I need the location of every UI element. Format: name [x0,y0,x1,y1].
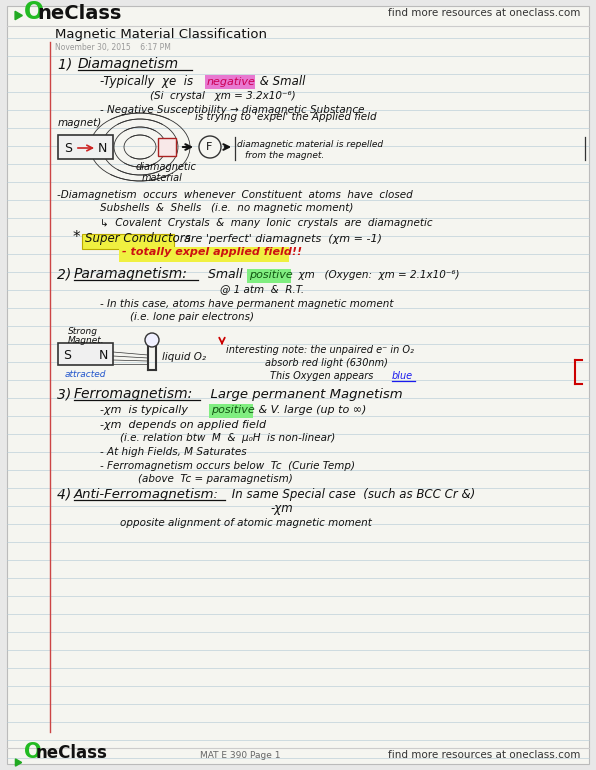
Text: Magnet.: Magnet. [68,336,105,345]
Text: Strong: Strong [68,327,98,336]
Text: Paramagnetism:: Paramagnetism: [74,267,188,281]
Text: (above  Tc = paramagnetism): (above Tc = paramagnetism) [138,474,293,484]
Text: @ 1 atm  &  R.T.: @ 1 atm & R.T. [220,284,304,294]
Text: S: S [63,349,71,362]
FancyBboxPatch shape [247,269,291,283]
Text: interesting note: the unpaired e⁻ in O₂: interesting note: the unpaired e⁻ in O₂ [226,345,414,355]
Text: 2): 2) [57,267,76,281]
Bar [58,135,113,159]
Text: from the magnet.: from the magnet. [245,151,324,160]
Text: N: N [99,349,108,362]
Text: O: O [24,742,42,762]
Text: -Diamagnetism  occurs  whenever  Constituent  atoms  have  closed: -Diamagnetism occurs whenever Constituen… [57,190,413,200]
Text: is trying to 'expel' the Applied field: is trying to 'expel' the Applied field [195,112,377,122]
Text: diamagnetic: diamagnetic [136,162,197,172]
Text: opposite alignment of atomic magnetic moment: opposite alignment of atomic magnetic mo… [120,518,372,528]
Text: (i.e. lone pair electrons): (i.e. lone pair electrons) [130,312,254,322]
Bar [158,138,176,156]
Text: In same Special case  (such as BCC Cr &): In same Special case (such as BCC Cr &) [228,488,475,501]
Text: find more resources at oneclass.com: find more resources at oneclass.com [387,750,580,760]
Text: - totally expel applied field!!: - totally expel applied field!! [122,247,302,257]
Text: Super Conductors: Super Conductors [85,232,191,245]
Text: find more resources at oneclass.com: find more resources at oneclass.com [387,8,580,18]
Text: χm   (Oxygen:  χm = 2.1x10⁻⁶): χm (Oxygen: χm = 2.1x10⁻⁶) [292,270,460,280]
Text: 4): 4) [57,487,76,501]
Text: diamagnetic material is repelled: diamagnetic material is repelled [237,140,383,149]
Text: negative: negative [207,77,256,87]
Text: Anti-Ferromagnetism:: Anti-Ferromagnetism: [74,488,219,501]
Text: Ferromagnetism:: Ferromagnetism: [74,387,193,401]
Text: S: S [64,142,72,155]
Text: November 30, 2015    6:17 PM: November 30, 2015 6:17 PM [55,43,171,52]
Text: & V. large (up to ∞): & V. large (up to ∞) [255,405,367,415]
Text: positive: positive [211,405,254,415]
FancyBboxPatch shape [82,234,174,249]
Text: (i.e. relation btw  M  &  μ₀H  is non-linear): (i.e. relation btw M & μ₀H is non-linear… [120,433,335,443]
Text: - At high Fields, M Saturates: - At high Fields, M Saturates [100,447,247,457]
Text: neClass: neClass [37,4,122,23]
FancyBboxPatch shape [209,404,253,418]
Text: 3): 3) [57,387,76,401]
Text: magnet): magnet) [58,118,103,128]
Text: ↳  Covalent  Crystals  &  many  Ionic  crystals  are  diamagnetic: ↳ Covalent Crystals & many Ionic crystal… [100,218,433,228]
Text: Large permanent Magnetism: Large permanent Magnetism [202,388,403,401]
Text: F: F [206,142,212,152]
Text: N: N [98,142,107,155]
Text: positive: positive [249,270,293,280]
Text: neClass: neClass [36,744,108,762]
Text: - Ferromagnetism occurs below  Tc  (Curie Temp): - Ferromagnetism occurs below Tc (Curie … [100,461,355,471]
Text: are 'perfect' diamagnets  (χm = -1): are 'perfect' diamagnets (χm = -1) [177,234,382,244]
Text: O: O [24,0,44,24]
Text: This Oxygen appears: This Oxygen appears [270,371,377,381]
Circle shape [145,333,159,347]
Text: -χm  is typically: -χm is typically [100,405,191,415]
Text: (Si  crystal   χm = 3.2x10⁻⁶): (Si crystal χm = 3.2x10⁻⁶) [150,91,296,101]
Text: - Negative Susceptibility → diamagnetic Substance: - Negative Susceptibility → diamagnetic … [100,105,365,115]
Text: Small: Small [200,268,247,281]
Text: *: * [73,230,80,245]
Text: MAT E 390 Page 1: MAT E 390 Page 1 [200,751,281,760]
Text: -χm: -χm [270,502,293,515]
Bar [58,343,113,365]
Text: Magnetic Material Classification: Magnetic Material Classification [55,28,267,41]
Text: liquid O₂: liquid O₂ [162,352,213,362]
Text: absorb red light (630nm): absorb red light (630nm) [265,358,388,368]
Text: 1): 1) [58,57,81,71]
Circle shape [199,136,221,158]
Text: material: material [142,173,183,183]
Text: blue: blue [392,371,413,381]
Text: Subshells  &  Shells   (i.e.  no magnetic moment): Subshells & Shells (i.e. no magnetic mom… [100,203,353,213]
FancyBboxPatch shape [119,247,289,262]
Text: & Small: & Small [256,75,305,88]
Text: -Typically  χe  is: -Typically χe is [100,75,201,88]
Text: - In this case, atoms have permanent magnetic moment: - In this case, atoms have permanent mag… [100,299,393,309]
Text: -χm  depends on applied field: -χm depends on applied field [100,420,266,430]
FancyBboxPatch shape [205,75,255,89]
Text: attracted: attracted [65,370,107,379]
Text: Diamagnetism: Diamagnetism [78,57,179,71]
